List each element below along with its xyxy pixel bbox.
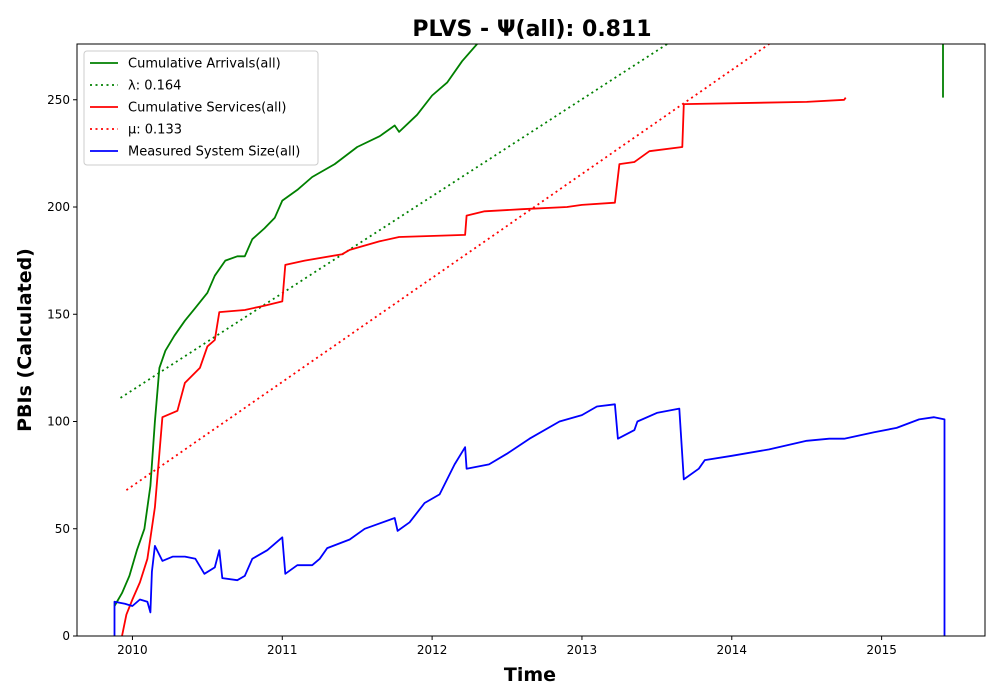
- legend-label: Cumulative Services(all): [128, 101, 286, 116]
- y-tick-label: 150: [47, 307, 70, 321]
- y-tick-label: 200: [47, 200, 70, 214]
- plot-frame: [76, 43, 986, 637]
- y-tick-label: 100: [47, 415, 70, 429]
- x-tick-label: 2015: [866, 643, 897, 657]
- x-tick-label: 2010: [117, 643, 148, 657]
- legend-label: μ: 0.133: [128, 123, 182, 138]
- legend: Cumulative Arrivals(all) λ: 0.164 Cumulati…: [83, 50, 319, 166]
- x-axis-ticks: 2010 2011 2012 2013 2014 2015: [117, 636, 897, 657]
- y-axis-label: PBIs (Calculated): [14, 248, 36, 432]
- series-line-2: [121, 97, 847, 636]
- series-line-0: [113, 44, 478, 607]
- y-tick-label: 50: [55, 522, 70, 536]
- legend-label: λ: 0.164: [128, 79, 181, 94]
- y-tick-label: 250: [47, 93, 70, 107]
- series-line-1: [120, 44, 668, 399]
- legend-label: Cumulative Arrivals(all): [128, 57, 281, 72]
- x-tick-label: 2014: [717, 643, 748, 657]
- legend-box: [83, 50, 319, 166]
- x-tick-label: 2012: [417, 643, 448, 657]
- y-tick-label: 0: [62, 629, 70, 643]
- plot-area: [113, 44, 946, 636]
- x-tick-label: 2011: [267, 643, 298, 657]
- chart-title: PLVS - Ψ(all): 0.811: [412, 17, 651, 42]
- x-tick-label: 2013: [567, 643, 598, 657]
- x-axis-label: Time: [504, 664, 556, 686]
- legend-label: Measured System Size(all): [128, 145, 300, 160]
- y-axis-ticks: 0 50 100 150 200 250: [47, 93, 77, 643]
- series-line-3: [125, 44, 770, 491]
- series-line-4: [113, 403, 946, 636]
